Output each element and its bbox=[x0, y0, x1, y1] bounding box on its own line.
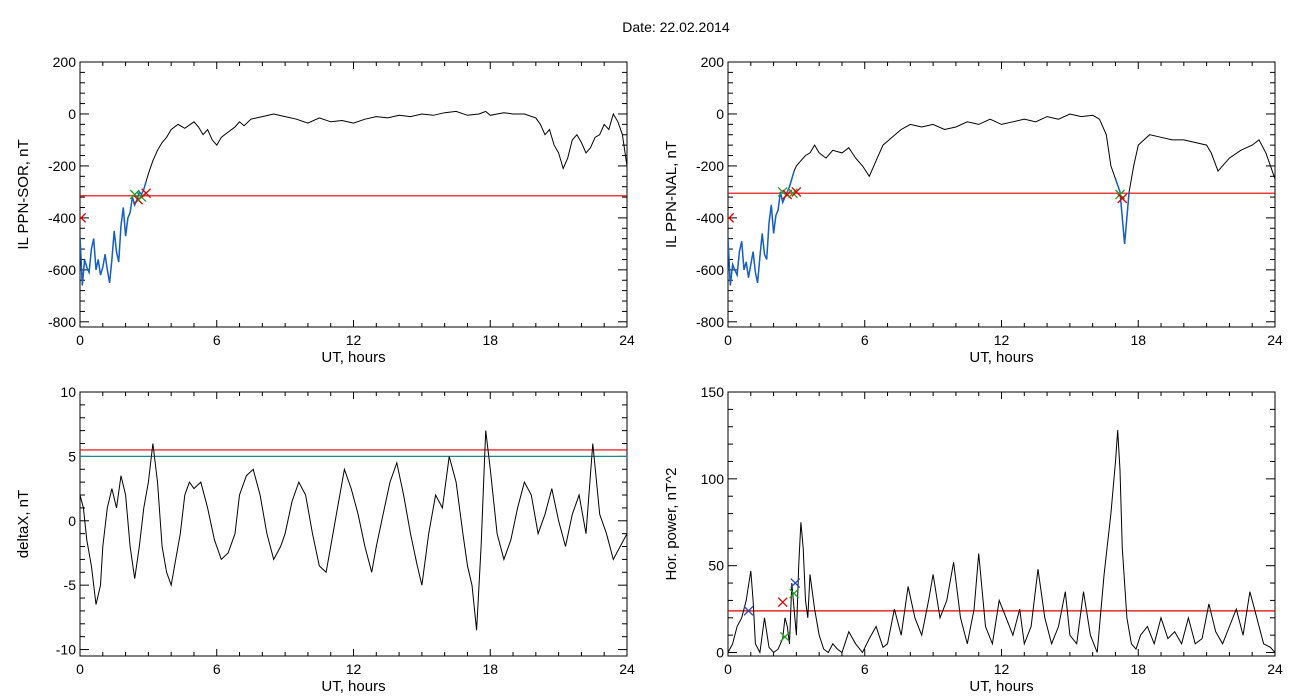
x-tick-label: 6 bbox=[213, 661, 221, 677]
y-axis-label: IL PPN-SOR, nT bbox=[15, 139, 32, 249]
y-tick-label: 0 bbox=[68, 106, 76, 122]
x-marker bbox=[80, 212, 87, 223]
y-tick-label: -5 bbox=[64, 577, 77, 593]
plot-area bbox=[80, 110, 627, 286]
y-tick-label: -600 bbox=[48, 262, 76, 278]
x-tick-label: 0 bbox=[76, 332, 84, 348]
x-marker bbox=[1117, 193, 1128, 204]
x-axis-label: UT, hours bbox=[969, 349, 1033, 366]
series-line-1 bbox=[728, 113, 1275, 286]
series-line-1 bbox=[80, 110, 627, 286]
y-tick-label: 0 bbox=[716, 106, 724, 122]
x-marker bbox=[743, 605, 754, 616]
y-tick-label: -400 bbox=[48, 210, 76, 226]
x-axis-label: UT, hours bbox=[321, 349, 385, 366]
plot-area bbox=[728, 113, 1275, 286]
x-marker bbox=[777, 597, 788, 608]
x-tick-label: 18 bbox=[1130, 332, 1146, 348]
y-tick-label: 10 bbox=[60, 384, 76, 400]
plot-area bbox=[80, 430, 627, 631]
x-marker bbox=[141, 188, 152, 199]
y-tick-label: -600 bbox=[696, 262, 724, 278]
y-tick-label: 0 bbox=[68, 513, 76, 529]
y-tick-label: 100 bbox=[701, 471, 725, 487]
y-tick-label: 50 bbox=[708, 558, 724, 574]
x-marker-stroke bbox=[777, 597, 788, 608]
x-marker-stroke bbox=[1117, 193, 1128, 204]
y-tick-label: -200 bbox=[48, 158, 76, 174]
x-tick-label: 6 bbox=[861, 332, 869, 348]
x-tick-label: 12 bbox=[994, 661, 1010, 677]
x-marker bbox=[789, 588, 800, 599]
x-tick-label: 18 bbox=[1130, 661, 1146, 677]
x-marker-stroke bbox=[791, 186, 802, 197]
x-marker-stroke bbox=[728, 212, 735, 220]
chart-panel-1: 0 6 12 18 24 -800 -600 -400 -200 0 200 UT, hours IL … bbox=[15, 54, 635, 366]
highlight-segment bbox=[728, 170, 795, 286]
x-marker-stroke bbox=[790, 578, 801, 589]
y-tick-label: 5 bbox=[68, 448, 76, 464]
x-marker bbox=[780, 631, 790, 642]
y-axis-label: Hor. power, nT^2 bbox=[663, 468, 680, 581]
y-tick-label: 200 bbox=[701, 54, 725, 70]
x-marker bbox=[129, 189, 140, 200]
x-marker-stroke bbox=[80, 212, 87, 220]
y-tick-label: -800 bbox=[48, 314, 76, 330]
x-tick-label: 6 bbox=[861, 661, 869, 677]
y-axis-label: deltaX, nT bbox=[15, 490, 32, 558]
y-tick-label: 200 bbox=[53, 54, 77, 70]
x-marker-stroke bbox=[789, 588, 800, 599]
page-title: Date: 22.02.2014 bbox=[622, 19, 730, 35]
x-marker-stroke bbox=[782, 189, 793, 200]
x-axis-label: UT, hours bbox=[969, 678, 1033, 695]
y-tick-label: -400 bbox=[696, 210, 724, 226]
y-tick-label: -200 bbox=[696, 158, 724, 174]
chart-panel-2: 0 6 12 18 24 -800 -600 -400 -200 0 200 UT, hours IL … bbox=[663, 54, 1283, 366]
x-marker bbox=[787, 188, 798, 199]
x-tick-label: 0 bbox=[76, 661, 84, 677]
x-tick-label: 12 bbox=[346, 332, 362, 348]
y-tick-label: -800 bbox=[696, 314, 724, 330]
x-marker-stroke bbox=[1115, 189, 1125, 200]
x-tick-label: 18 bbox=[482, 332, 498, 348]
x-tick-label: 24 bbox=[1267, 332, 1283, 348]
x-marker bbox=[791, 186, 802, 197]
x-marker-stroke bbox=[743, 605, 754, 616]
chart-panel-4: 0 6 12 18 24 0 50 100 150 UT, hours Hor. power, nT… bbox=[663, 384, 1283, 695]
y-tick-label: 150 bbox=[701, 384, 725, 400]
plot-frame bbox=[79, 61, 628, 328]
x-tick-label: 0 bbox=[724, 661, 732, 677]
x-tick-label: 24 bbox=[619, 332, 635, 348]
plot-frame bbox=[727, 391, 1276, 657]
x-marker-stroke bbox=[780, 631, 790, 642]
x-tick-label: 6 bbox=[213, 332, 221, 348]
x-marker-stroke bbox=[787, 188, 798, 199]
x-marker-stroke bbox=[777, 186, 788, 197]
x-marker bbox=[782, 189, 793, 200]
series-line-1 bbox=[80, 430, 627, 631]
x-axis-label: UT, hours bbox=[321, 678, 385, 695]
y-axis-label: IL PPN-NAL, nT bbox=[663, 141, 680, 248]
highlight-segment-2 bbox=[1114, 178, 1130, 244]
x-marker-stroke bbox=[141, 188, 152, 199]
x-tick-label: 12 bbox=[346, 661, 362, 677]
plot-area bbox=[728, 430, 1275, 655]
x-tick-label: 24 bbox=[1267, 661, 1283, 677]
series-line-1 bbox=[728, 430, 1275, 655]
x-tick-label: 18 bbox=[482, 661, 498, 677]
highlight-segment bbox=[80, 181, 147, 286]
chart-panel-3: 0 6 12 18 24 -10 -5 0 5 10 UT, hours deltaX, nT bbox=[15, 384, 635, 695]
x-marker bbox=[728, 212, 735, 223]
plot-frame bbox=[727, 61, 1276, 328]
y-tick-label: 0 bbox=[716, 645, 724, 661]
plot-frame bbox=[79, 391, 628, 657]
x-tick-label: 12 bbox=[994, 332, 1010, 348]
x-tick-label: 0 bbox=[724, 332, 732, 348]
x-marker-stroke bbox=[129, 189, 140, 200]
x-tick-label: 24 bbox=[619, 661, 635, 677]
x-marker bbox=[790, 578, 801, 589]
y-tick-label: -10 bbox=[56, 642, 76, 658]
x-marker bbox=[777, 186, 788, 197]
